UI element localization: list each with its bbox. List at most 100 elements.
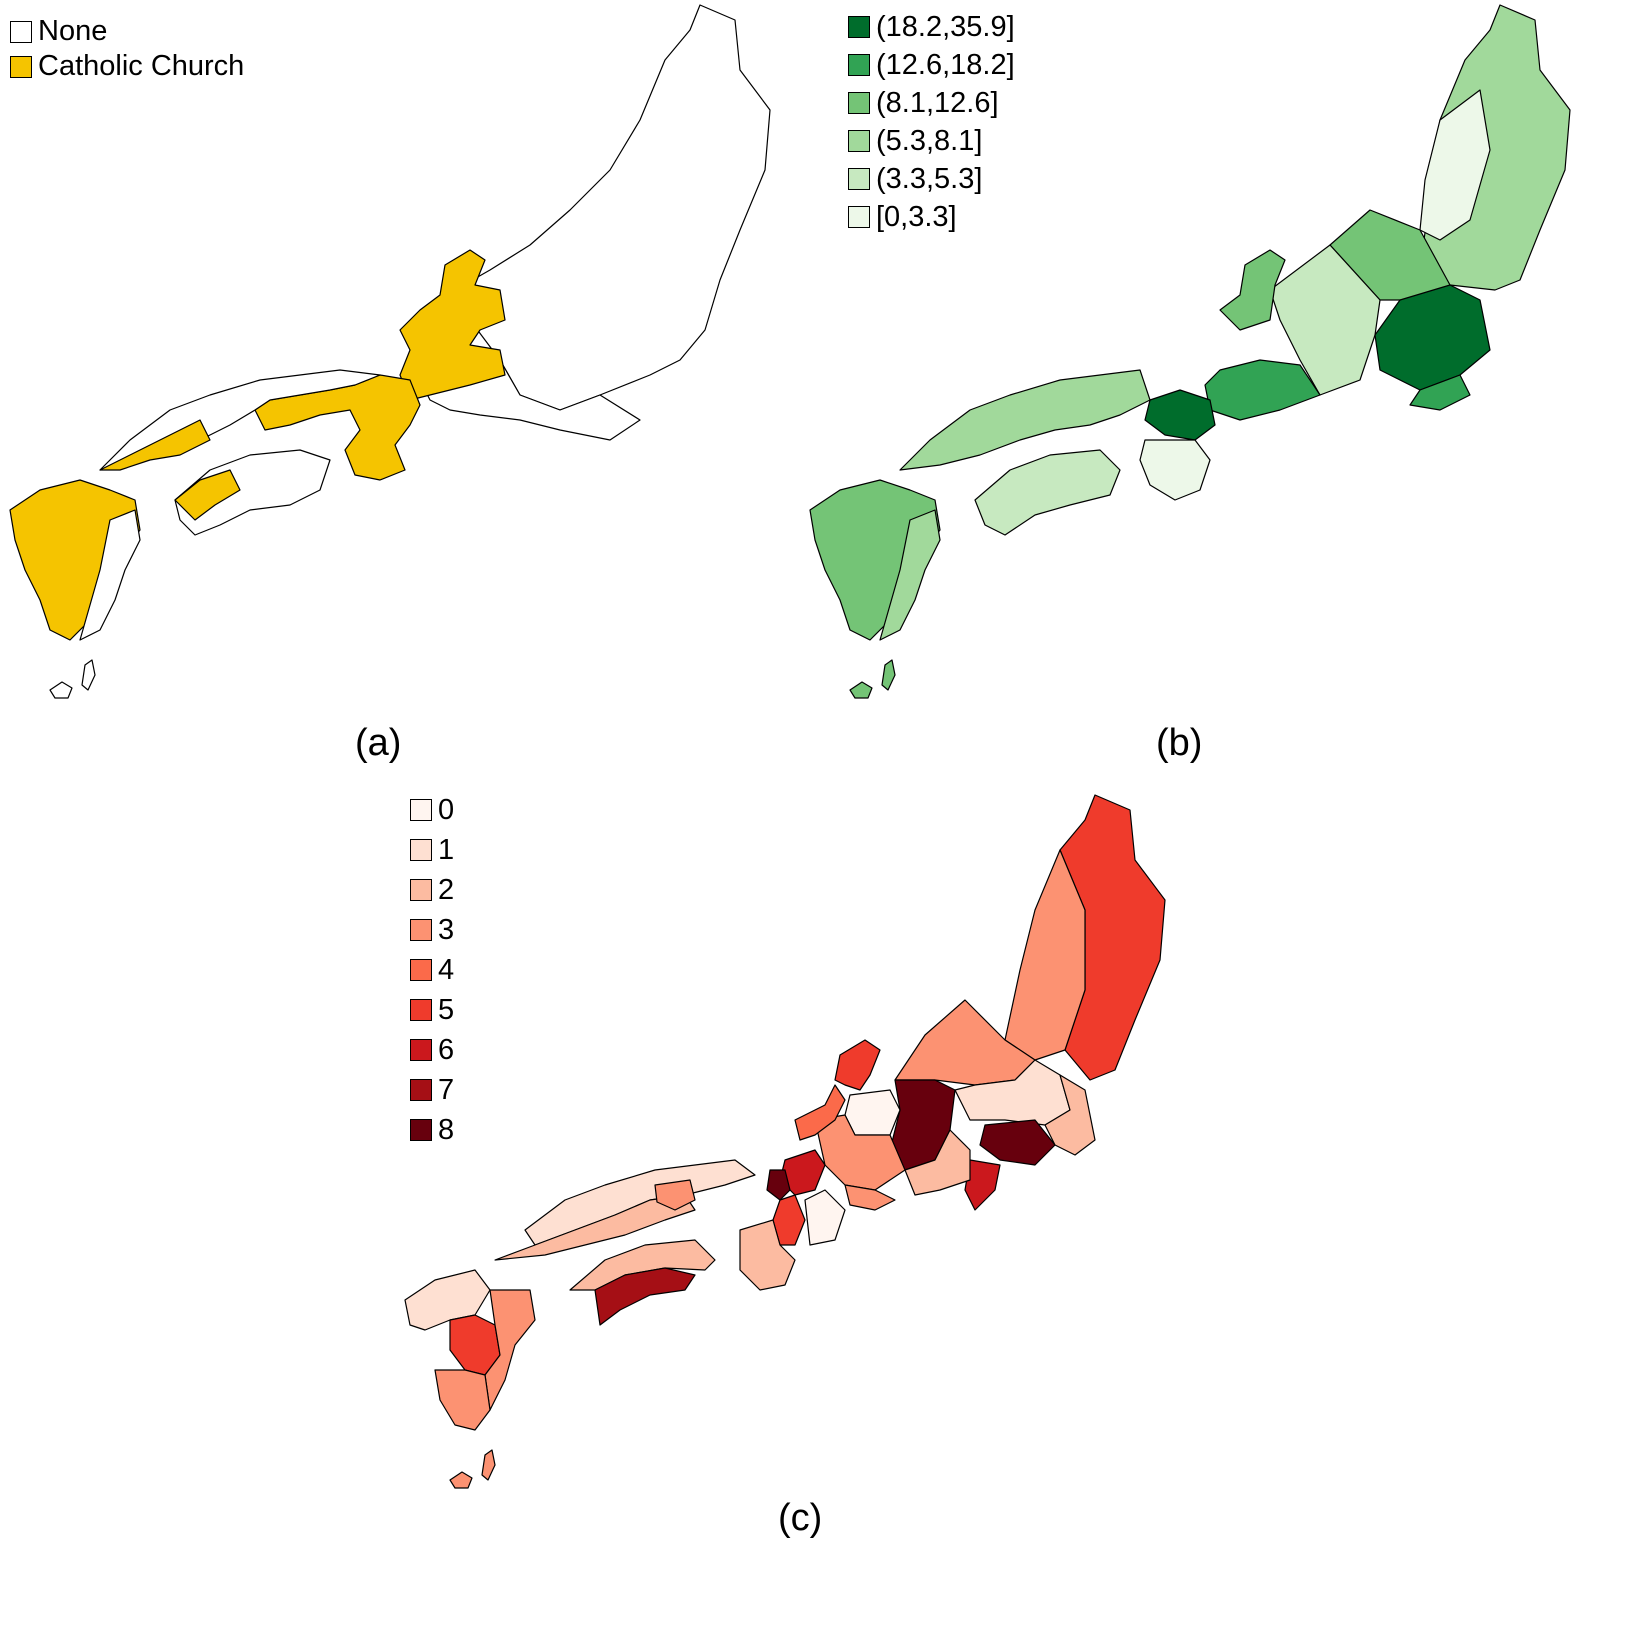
region-hokuriku: [1219, 249, 1286, 331]
region-kanto-dark: [1374, 284, 1491, 391]
legend-swatch: [848, 92, 870, 114]
legend-swatch: [410, 919, 432, 941]
region-wakayama: [739, 1219, 796, 1291]
legend-swatch: [848, 54, 870, 76]
legend-label: (3.3,5.3]: [876, 162, 983, 195]
region-ishikawa: [834, 1039, 881, 1091]
region-kinki: [1144, 389, 1216, 441]
region-ibaraki: [1044, 1074, 1096, 1156]
legend-item: 1: [410, 830, 454, 870]
legend-swatch: [848, 168, 870, 190]
island-1: [449, 1471, 473, 1489]
legend-label: (5.3,8.1]: [876, 124, 983, 157]
legend-item: 0: [410, 790, 454, 830]
region-shikoku-yellow: [174, 469, 241, 521]
region-shikoku: [974, 449, 1121, 536]
region-tokai: [1204, 359, 1321, 421]
legend-swatch: [410, 1039, 432, 1061]
region-fukui: [794, 1084, 846, 1141]
legend-item: (3.3,5.3]: [848, 160, 1015, 198]
legend-label: 7: [438, 1073, 455, 1106]
region-kyushu-east: [879, 509, 941, 641]
map-panel-a: None Catholic Church (a): [0, 0, 820, 780]
region-kanagawa: [964, 1159, 1001, 1211]
legend-item: Catholic Church: [10, 49, 244, 84]
island-1: [49, 681, 73, 699]
region-toyama: [844, 1089, 901, 1136]
legend-label: 1: [438, 833, 455, 866]
legend-label: 6: [438, 1033, 455, 1066]
region-tokyo-dark: [979, 1119, 1056, 1166]
legend-label: 4: [438, 953, 455, 986]
region-chugoku-yellow: [99, 419, 211, 471]
legend-item: (12.6,18.2]: [848, 46, 1015, 84]
legend-item: (8.1,12.6]: [848, 84, 1015, 122]
legend-item: 6: [410, 1030, 454, 1070]
legend-label: 8: [438, 1113, 455, 1146]
legend-swatch: [410, 1079, 432, 1101]
legend-item: (5.3,8.1]: [848, 122, 1015, 160]
legend-item: 4: [410, 950, 454, 990]
legend-a: None Catholic Church: [10, 14, 244, 84]
legend-label: 3: [438, 913, 455, 946]
map-b: [809, 4, 1571, 699]
island-2: [81, 659, 96, 691]
region-kyushu-east: [484, 1289, 536, 1411]
map-panel-b: (18.2,35.9] (12.6,18.2] (8.1,12.6] (5.3,8.1…: [800, 0, 1651, 780]
region-tohoku-west: [1419, 89, 1491, 241]
legend-label: None: [38, 15, 108, 47]
region-mie: [804, 1189, 846, 1246]
region-kanto-medium: [1409, 374, 1471, 411]
region-kii: [1139, 439, 1211, 501]
region-chugoku: [899, 369, 1151, 471]
legend-swatch: [410, 999, 432, 1021]
legend-swatch: [848, 16, 870, 38]
legend-swatch: [410, 1119, 432, 1141]
legend-b: (18.2,35.9] (12.6,18.2] (8.1,12.6] (5.3,8.1…: [848, 8, 1015, 236]
legend-item: [0,3.3]: [848, 198, 1015, 236]
region-akita: [1004, 849, 1086, 1061]
legend-item: 3: [410, 910, 454, 950]
legend-label: 2: [438, 873, 455, 906]
region-chugoku-west: [524, 1159, 756, 1246]
legend-label: [0,3.3]: [876, 200, 957, 233]
region-kyoto-dark: [766, 1169, 791, 1201]
legend-swatch: [848, 130, 870, 152]
legend-item: None: [10, 14, 244, 49]
region-aichi: [844, 1184, 896, 1211]
legend-item: 8: [410, 1110, 454, 1150]
legend-label: Catholic Church: [38, 50, 245, 82]
legend-swatch: [410, 839, 432, 861]
region-kyushu-white: [79, 509, 141, 641]
legend-swatch: [848, 206, 870, 228]
map-c: [404, 794, 1166, 1489]
region-chubu: [1269, 244, 1381, 396]
legend-label: (12.6,18.2]: [876, 48, 1015, 81]
map-panel-c: 0 1 2 3 4 5 6 7 8 (c): [395, 790, 1235, 1635]
panel-label-b: (b): [1156, 722, 1203, 764]
legend-item: (18.2,35.9]: [848, 8, 1015, 46]
region-shizuoka: [904, 1129, 971, 1196]
legend-swatch: [10, 55, 32, 78]
region-hiroshima: [654, 1179, 696, 1211]
legend-label: 5: [438, 993, 455, 1026]
legend-c: 0 1 2 3 4 5 6 7 8: [410, 790, 454, 1150]
region-hokuriku: [399, 249, 506, 401]
legend-label: 0: [438, 793, 455, 826]
legend-label: (8.1,12.6]: [876, 86, 999, 119]
map-a: [9, 4, 771, 699]
region-kyushu-south: [434, 1369, 491, 1431]
island-2: [481, 1449, 496, 1481]
legend-item: 5: [410, 990, 454, 1030]
island-2: [881, 659, 896, 691]
legend-swatch: [10, 20, 32, 43]
legend-swatch: [410, 959, 432, 981]
panel-label-c: (c): [778, 1497, 823, 1539]
panel-label-a: (a): [355, 722, 402, 764]
region-shikoku: [174, 449, 331, 536]
legend-item: 2: [410, 870, 454, 910]
region-tohoku: [454, 4, 771, 411]
legend-swatch: [410, 879, 432, 901]
region-kochi: [594, 1267, 696, 1326]
legend-swatch: [410, 799, 432, 821]
